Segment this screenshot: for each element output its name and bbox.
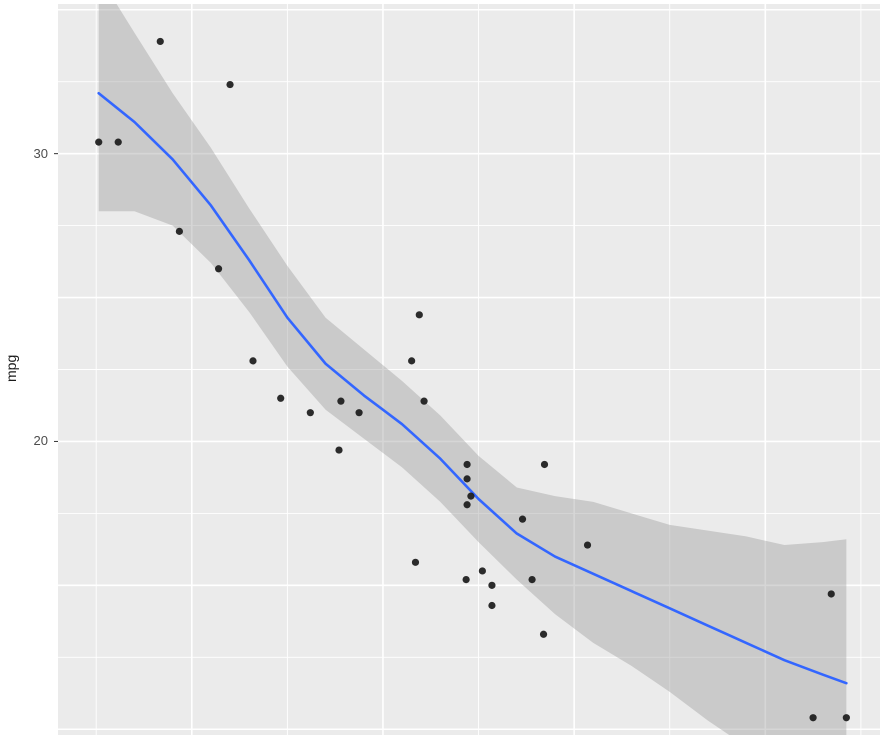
data-point — [337, 398, 344, 405]
data-point — [463, 461, 470, 468]
data-point — [519, 516, 526, 523]
data-point — [540, 631, 547, 638]
data-point — [420, 398, 427, 405]
data-point — [412, 559, 419, 566]
y-tick-label: 30 — [0, 146, 48, 161]
data-point — [463, 475, 470, 482]
data-point — [355, 409, 362, 416]
data-point — [488, 602, 495, 609]
data-point — [463, 501, 470, 508]
data-point — [249, 357, 256, 364]
data-point — [95, 139, 102, 146]
data-point — [277, 395, 284, 402]
data-point — [528, 576, 535, 583]
data-point — [307, 409, 314, 416]
y-tick-label: 20 — [0, 433, 48, 448]
y-axis-label: mpg — [3, 360, 19, 382]
data-point — [157, 38, 164, 45]
data-point — [115, 139, 122, 146]
data-point — [408, 357, 415, 364]
data-point — [828, 590, 835, 597]
data-point — [226, 81, 233, 88]
data-point — [463, 576, 470, 583]
data-point — [335, 446, 342, 453]
chart-root: mpg 30 20 — [0, 0, 883, 740]
data-point — [416, 311, 423, 318]
chart-svg — [0, 0, 883, 740]
data-point — [843, 714, 850, 721]
data-point — [809, 714, 816, 721]
data-point — [467, 493, 474, 500]
data-point — [479, 567, 486, 574]
data-point — [541, 461, 548, 468]
data-point — [488, 582, 495, 589]
data-point — [584, 541, 591, 548]
data-point — [215, 265, 222, 272]
data-point — [176, 228, 183, 235]
